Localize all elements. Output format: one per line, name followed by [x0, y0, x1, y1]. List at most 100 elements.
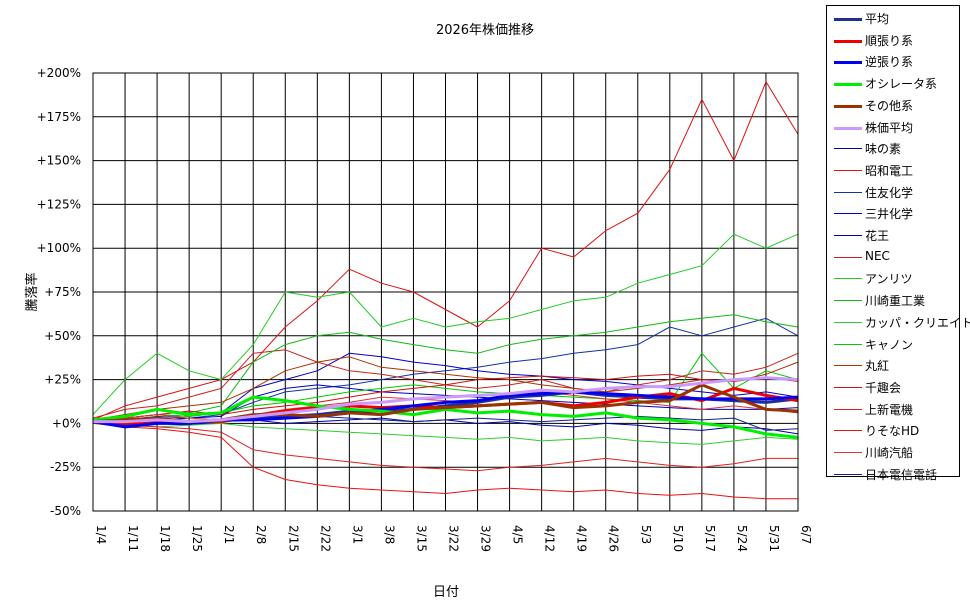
x-tick-label: 5/31: [767, 525, 781, 552]
y-tick-label: +125%: [37, 197, 81, 211]
y-tick-label: +0%: [52, 416, 81, 430]
y-tick-label: -50%: [50, 504, 81, 518]
legend-label: その他系: [865, 98, 914, 113]
legend-label: 味の素: [865, 142, 902, 157]
legend-item: 逆張り系: [827, 52, 959, 72]
legend-label: 株価平均: [865, 120, 914, 135]
legend-label: 丸紅: [865, 359, 890, 374]
legend-item: キャノン: [827, 335, 959, 355]
x-tick-label: 4/5: [511, 525, 525, 544]
y-axis: -50% -25% +0% +25% +50% +75% +100% +125% +150% +1…: [37, 66, 81, 518]
legend-label: 順張り系: [865, 33, 914, 48]
series-line-13: [92, 314, 799, 421]
x-tick-label: 1/11: [126, 525, 140, 552]
legend-item: 三井化学: [827, 204, 959, 224]
y-tick-label: -25%: [50, 460, 81, 474]
legend-label: オシレータ系: [865, 77, 938, 92]
legend-swatch: [834, 473, 862, 475]
legend-item: その他系: [827, 96, 959, 116]
series-line-10: [92, 384, 799, 424]
legend-label: カッパ・クリエイト: [865, 315, 970, 330]
x-tick-label: 1/18: [158, 525, 172, 552]
y-tick-label: +200%: [37, 66, 81, 80]
x-tick-label: 4/12: [543, 525, 557, 552]
x-tick-label: 5/24: [735, 525, 749, 552]
x-tick-label: 3/8: [382, 525, 396, 544]
legend-item: りそなHD: [827, 421, 959, 441]
series-line-7: [92, 81, 799, 421]
legend-item: 花王: [827, 226, 959, 246]
x-tick-label: 2/15: [286, 525, 300, 552]
legend-swatch: [834, 300, 862, 302]
x-axis: 1/4 1/11 1/18 1/25 2/1 2/8 2/15 2/22 3/1 3/8 3/15 3…: [94, 525, 813, 552]
series-line-8: [92, 317, 799, 424]
series-line-12: [92, 233, 799, 415]
y-tick-label: +50%: [44, 329, 81, 343]
legend-swatch: [834, 430, 862, 432]
y-tick-label: +75%: [44, 285, 81, 299]
series-line-5: [93, 376, 799, 424]
x-tick-label: 3/15: [414, 525, 428, 552]
legend-label: キャノン: [865, 337, 914, 352]
legend-item: 平均: [827, 9, 959, 29]
legend-item: 上新電機: [827, 400, 959, 420]
legend-swatch: [834, 213, 862, 215]
legend-label: 千趣会: [865, 380, 902, 395]
x-tick-label: 2/1: [222, 525, 236, 544]
y-axis-label: 騰落率: [24, 272, 40, 311]
legend-label: 逆張り系: [865, 55, 914, 70]
y-tick-label: +150%: [37, 154, 81, 168]
legend-label: 上新電機: [865, 402, 914, 417]
legend-label: 川崎汽船: [865, 446, 914, 460]
x-tick-label: 5/17: [703, 525, 717, 552]
legend-swatch: [834, 235, 862, 236]
legend-swatch: [834, 321, 862, 323]
legend-label: 花王: [865, 229, 890, 243]
series-line-18: [92, 421, 798, 472]
x-tick-label: 1/25: [190, 525, 204, 552]
legend-swatch: [834, 256, 862, 258]
legend-label: 住友化学: [865, 185, 914, 200]
legend-swatch: [834, 148, 862, 150]
legend-item: NEC: [827, 248, 959, 268]
legend-item: 株価平均: [827, 118, 959, 138]
y-tick-label: +175%: [37, 110, 81, 124]
legend-item: 川崎重工業: [827, 291, 959, 311]
legend-item: 昭和電工: [827, 161, 959, 181]
legend-item: 日本電信電話: [827, 465, 959, 485]
chart-title: 2026年株価推移: [436, 23, 534, 38]
legend-swatch: [834, 169, 862, 171]
x-tick-label: 3/1: [350, 525, 364, 544]
legend-label: 平均: [865, 12, 890, 26]
legend-swatch: [834, 452, 862, 453]
legend-swatch: [834, 83, 862, 87]
legend-label: 昭和電工: [865, 163, 914, 178]
x-tick-label: 4/26: [607, 525, 621, 552]
x-tick-label: 1/4: [94, 525, 108, 544]
x-tick-label: 5/10: [671, 525, 685, 552]
y-tick-label: +25%: [44, 373, 81, 387]
legend-label: アンリツ: [865, 272, 913, 287]
legend-swatch: [834, 39, 862, 43]
legend-swatch: [834, 408, 862, 410]
legend-swatch: [834, 343, 862, 345]
legend-item: 順張り系: [827, 31, 959, 51]
series-line-16: [92, 356, 799, 421]
legend-item: 住友化学: [827, 183, 959, 203]
x-tick-label: 3/22: [447, 525, 461, 552]
legend-label: 日本電信電話: [865, 467, 938, 482]
series-line-19: [92, 422, 798, 500]
series-line-3: [92, 395, 799, 439]
x-tick-label: 4/19: [575, 525, 589, 552]
x-axis-label: 日付: [433, 585, 459, 600]
legend-item: カッパ・クリエイト: [827, 313, 970, 333]
legend-swatch: [834, 104, 862, 108]
legend-swatch: [834, 365, 862, 367]
legend-swatch: [834, 386, 862, 388]
legend-swatch: [834, 61, 862, 65]
series-layer: [92, 81, 799, 500]
legend-swatch: [834, 18, 862, 21]
series-line-14: [92, 422, 799, 445]
legend-label: NEC: [865, 248, 890, 263]
legend-swatch: [834, 126, 862, 130]
